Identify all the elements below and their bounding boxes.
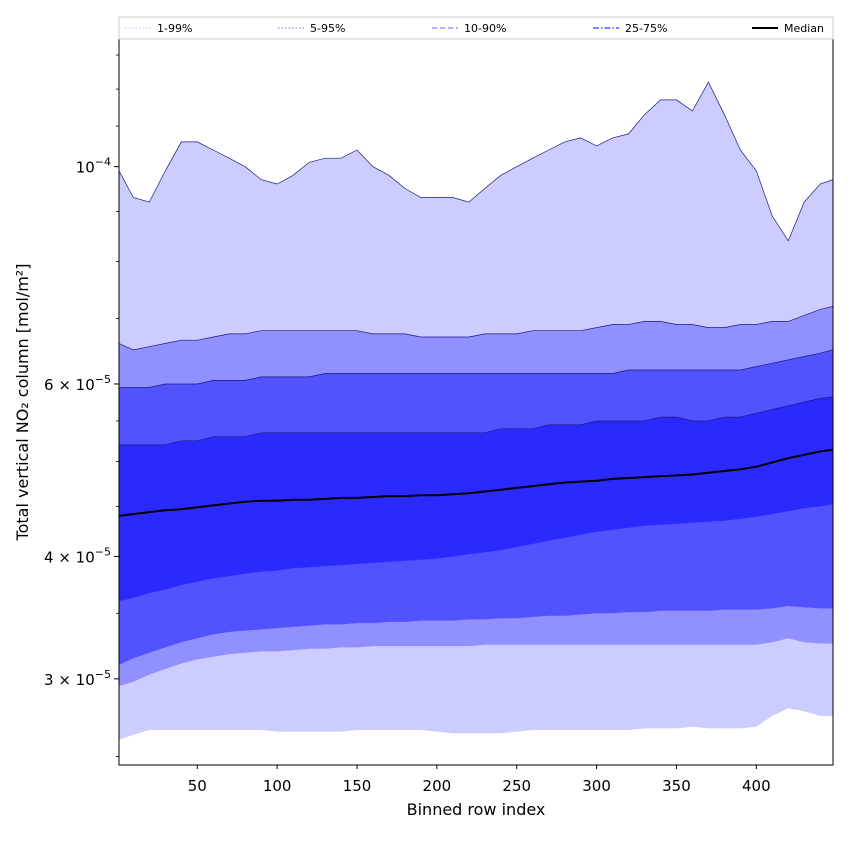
legend-label: 5-95% [310, 22, 345, 35]
x-tick-label: 100 [263, 777, 292, 795]
legend-frame [118, 16, 834, 40]
x-tick-label: 250 [502, 777, 531, 795]
y-tick-label: 3 × 10−5 [44, 668, 111, 689]
band-25-75- [119, 396, 833, 602]
band-upper-edge-10-90- [119, 349, 833, 388]
band-upper-edge-25-75- [119, 396, 833, 446]
band-upper-edge-5-95- [119, 306, 833, 351]
x-tick-label: 350 [662, 777, 691, 795]
y-axis-label: Total vertical NO₂ column [mol/m²] [13, 264, 32, 542]
legend-label: 25-75% [625, 22, 667, 35]
x-tick-label: 200 [423, 777, 452, 795]
legend: 1-99% 5-95% 10-90% 25-75% Median [118, 16, 834, 40]
y-tick-label: 6 × 10−5 [44, 373, 111, 394]
x-tick-label: 150 [343, 777, 372, 795]
x-tick-label: 50 [188, 777, 207, 795]
x-tick-label: 300 [582, 777, 611, 795]
legend-label: Median [784, 22, 824, 35]
x-tick-label: 400 [742, 777, 771, 795]
median-line [119, 448, 833, 517]
legend-label: 10-90% [464, 22, 506, 35]
x-axis-label: Binned row index [407, 800, 546, 819]
legend-label: 1-99% [157, 22, 192, 35]
y-tick-label: 10−4 [76, 156, 111, 177]
y-tick-label: 4 × 10−5 [44, 545, 111, 566]
band-upper-edge-1-99- [119, 81, 833, 242]
